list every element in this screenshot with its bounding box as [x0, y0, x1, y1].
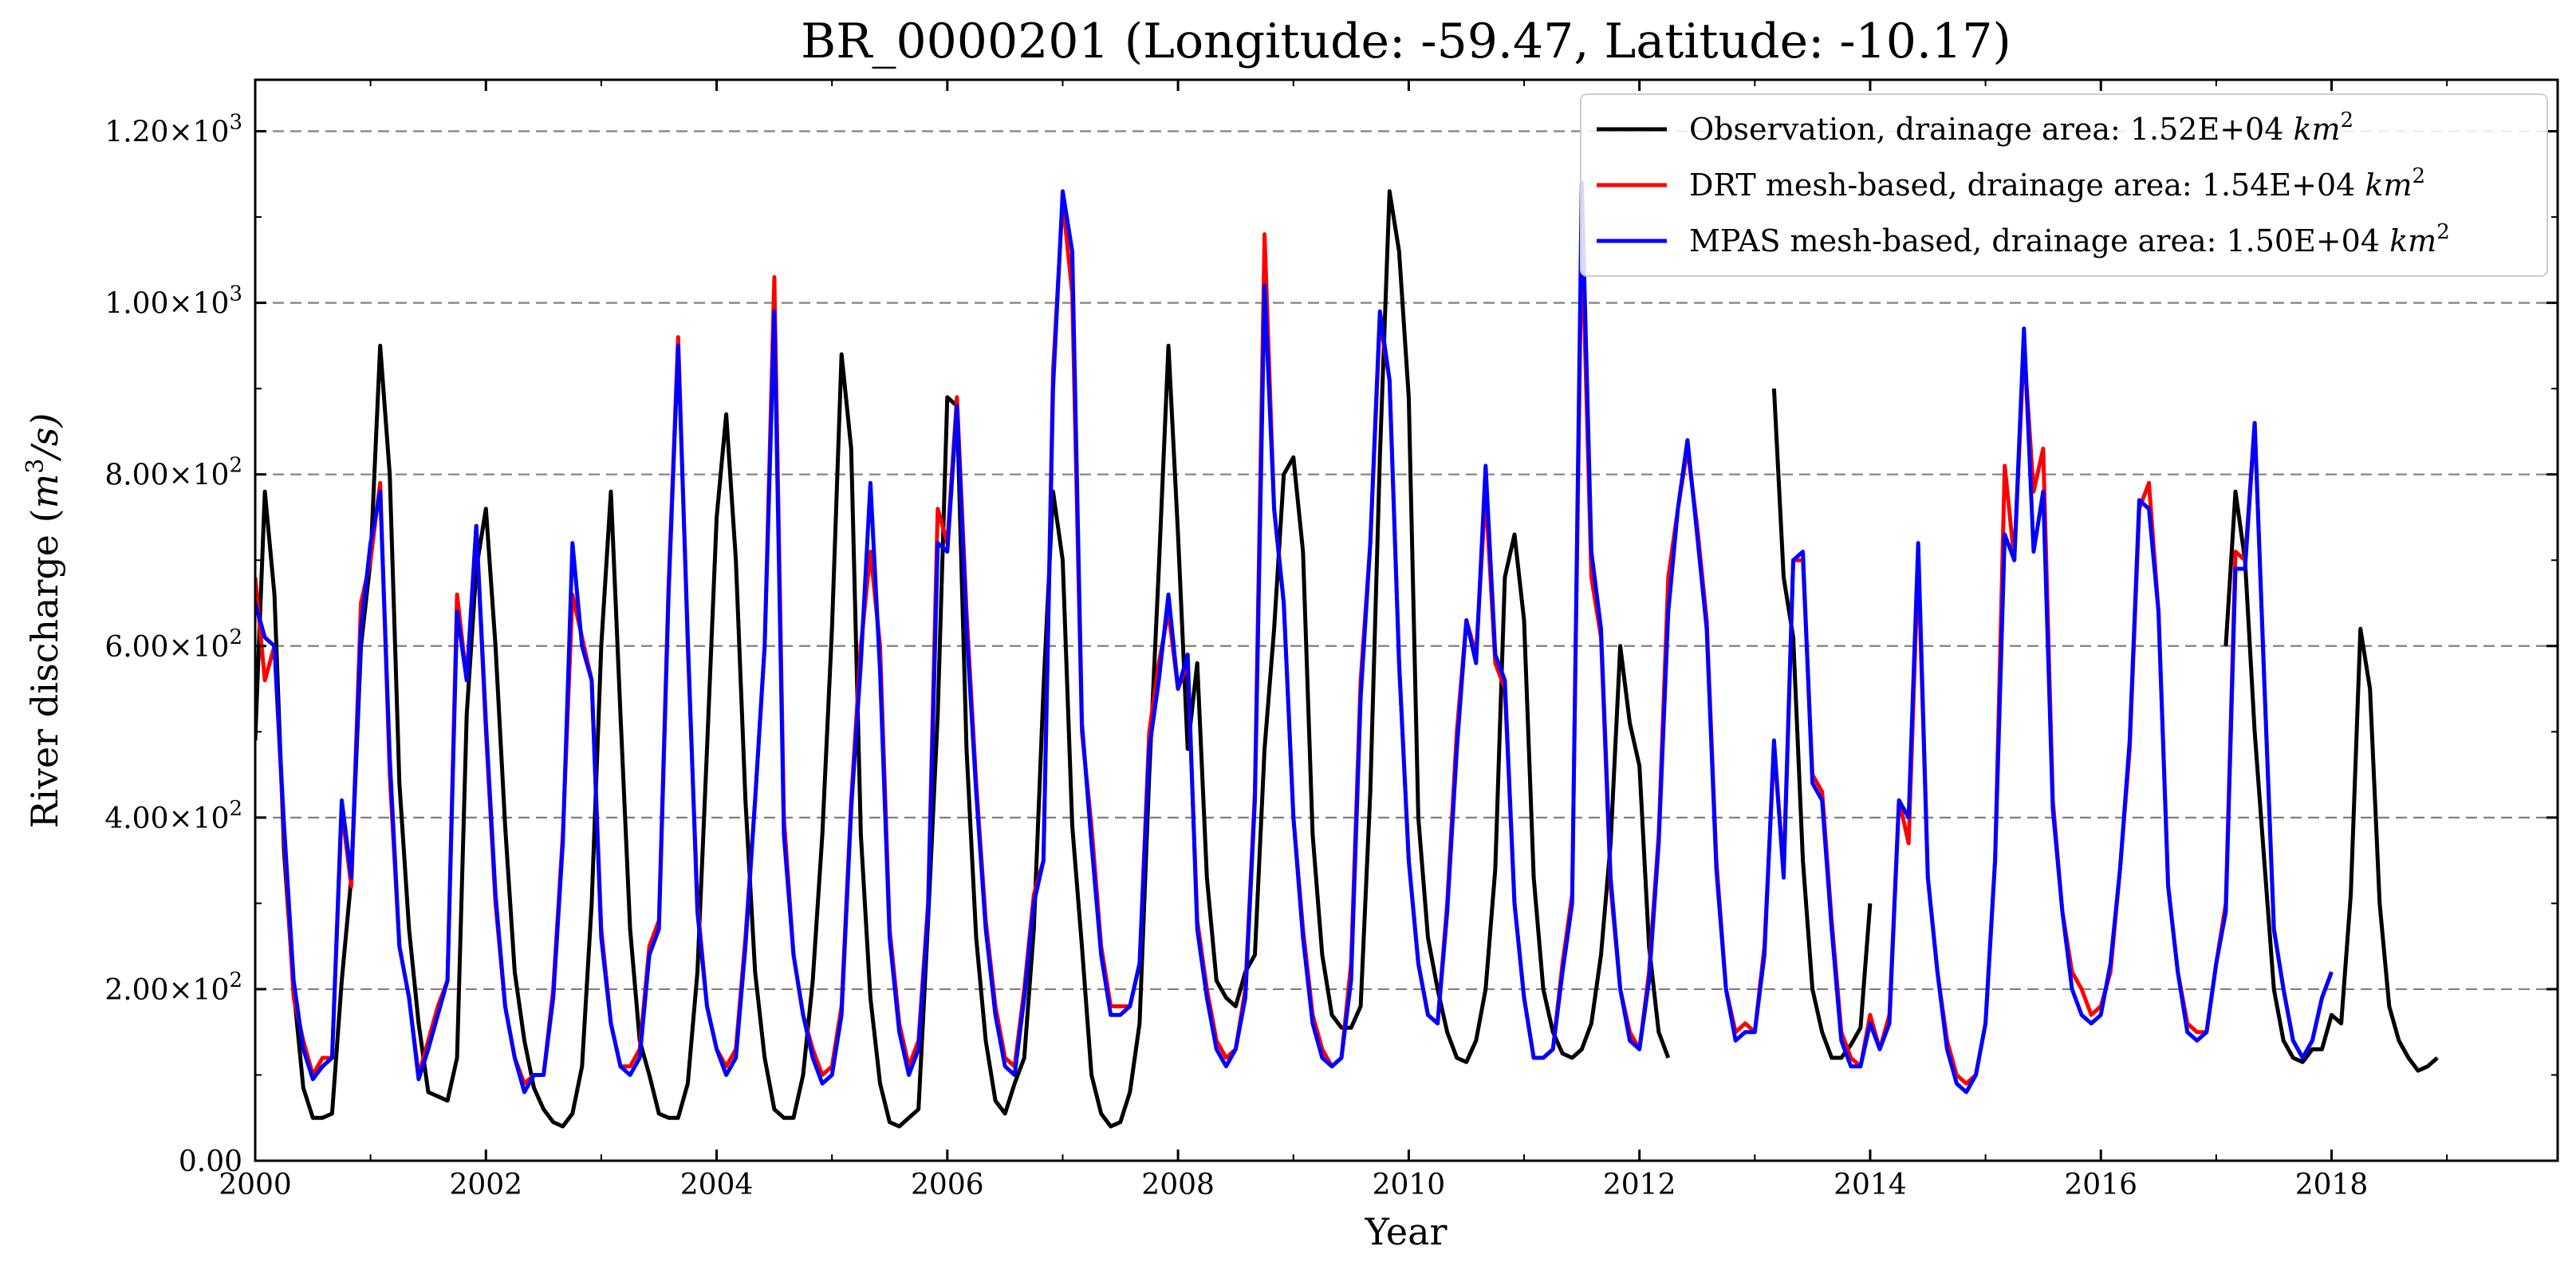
- y-axis-title: River discharge (m3/s): [22, 413, 66, 829]
- legend-label: DRT mesh-based, drainage area: 1.54E+04 …: [1689, 164, 2425, 203]
- x-tick-label: 2012: [1603, 1169, 1676, 1201]
- series-lines: [255, 180, 2439, 1129]
- y-tick-label: 1.20×103: [104, 111, 242, 149]
- legend-label: MPAS mesh-based, drainage area: 1.50E+04…: [1689, 220, 2450, 258]
- x-tick-label: 2006: [911, 1169, 984, 1201]
- chart-title: BR_0000201 (Longitude: -59.47, Latitude:…: [801, 14, 2011, 69]
- y-axis-title-unit-rest: /s): [23, 413, 66, 462]
- x-tick-label: 2010: [1373, 1169, 1446, 1201]
- legend-box: [1580, 93, 2548, 277]
- x-tick-label: 2016: [2064, 1169, 2137, 1201]
- legend-label: Observation, drainage area: 1.52E+04 km2: [1689, 108, 2353, 147]
- x-tick-label: 2018: [2295, 1169, 2369, 1201]
- series-line-2: [255, 198, 2334, 1086]
- y-axis-title-unit: m: [23, 474, 66, 509]
- x-axis-title: Year: [1364, 1210, 1447, 1253]
- y-tick-label: 6.00×102: [104, 625, 242, 664]
- y-tick-label: 1.00×103: [104, 282, 242, 321]
- y-axis-title-main: River discharge (: [23, 508, 66, 828]
- legend: Observation, drainage area: 1.52E+04 km2…: [1580, 93, 2548, 277]
- y-tick-label: 2.00×102: [104, 968, 242, 1007]
- y-tick-label: 0.00: [179, 1146, 242, 1178]
- x-axis-ticks: 2000 2002 2004 2006 2008 2010 2012 2014 2016 2018: [219, 80, 2448, 1201]
- x-tick-label: 2000: [219, 1169, 292, 1201]
- series-line-3: [255, 180, 2334, 1095]
- y-tick-label: 4.00×102: [104, 797, 242, 835]
- y-axis-title-unit-exponent: 3: [22, 459, 49, 474]
- series-line-1: [255, 189, 2439, 1129]
- y-axis-ticks: 0.00 2.00×102 4.00×102 6.00×102 8.00×102 1.00…: [104, 111, 2558, 1178]
- x-tick-label: 2008: [1141, 1169, 1215, 1201]
- plot-area-frame: [254, 78, 2559, 1162]
- x-tick-label: 2004: [680, 1169, 754, 1201]
- x-tick-label: 2014: [1834, 1169, 1907, 1201]
- x-tick-label: 2002: [449, 1169, 522, 1201]
- y-tick-label: 8.00×102: [104, 454, 242, 492]
